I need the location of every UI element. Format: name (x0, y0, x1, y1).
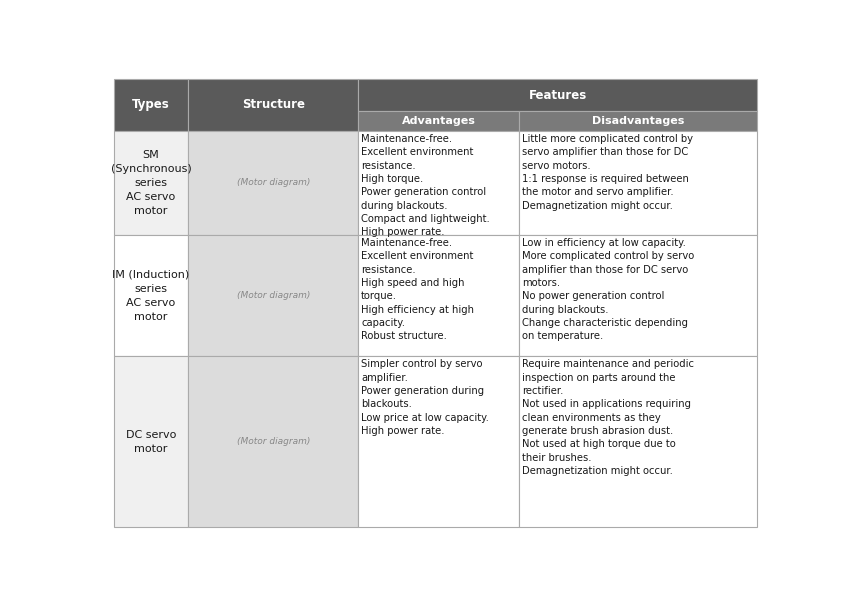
Bar (114, 235, 188, 356)
Bar (114, 131, 188, 235)
Text: Structure: Structure (241, 98, 305, 112)
Text: Maintenance-free.
Excellent environment
resistance.
High torque.
Power generatio: Maintenance-free. Excellent environment … (361, 134, 490, 238)
Text: Low in efficiency at low capacity.
More complicated control by servo
amplifier t: Low in efficiency at low capacity. More … (522, 238, 694, 341)
Bar (188, 356, 359, 527)
Text: IM (Induction)
series
AC servo
motor: IM (Induction) series AC servo motor (112, 269, 190, 322)
Bar (359, 131, 519, 235)
Bar (359, 356, 519, 527)
Text: Features: Features (529, 89, 586, 101)
Bar (114, 356, 188, 527)
Text: Little more complicated control by
servo amplifier than those for DC
servo motor: Little more complicated control by servo… (522, 134, 693, 211)
Text: Maintenance-free.
Excellent environment
resistance.
High speed and high
torque.
: Maintenance-free. Excellent environment … (361, 238, 474, 341)
Bar (359, 235, 519, 356)
Bar (519, 356, 757, 527)
Text: Advantages: Advantages (402, 116, 476, 126)
Text: DC servo
motor: DC servo motor (126, 430, 176, 454)
Bar (519, 111, 757, 131)
Bar (519, 131, 757, 235)
Bar (188, 131, 359, 235)
Text: (Motor diagram): (Motor diagram) (236, 437, 310, 446)
Bar (519, 235, 757, 356)
Bar (114, 79, 188, 131)
Text: SM
(Synchronous)
series
AC servo
motor: SM (Synchronous) series AC servo motor (110, 150, 191, 216)
Bar (188, 79, 359, 131)
Text: Require maintenance and periodic
inspection on parts around the
rectifier.
Not u: Require maintenance and periodic inspect… (522, 359, 694, 476)
Bar (359, 79, 757, 111)
Bar (188, 235, 359, 356)
Bar (359, 111, 519, 131)
Text: Types: Types (133, 98, 170, 112)
Text: (Motor diagram): (Motor diagram) (236, 291, 310, 300)
Text: (Motor diagram): (Motor diagram) (236, 178, 310, 187)
Text: Simpler control by servo
amplifier.
Power generation during
blackouts.
Low price: Simpler control by servo amplifier. Powe… (361, 359, 489, 436)
Text: Disadvantages: Disadvantages (592, 116, 684, 126)
